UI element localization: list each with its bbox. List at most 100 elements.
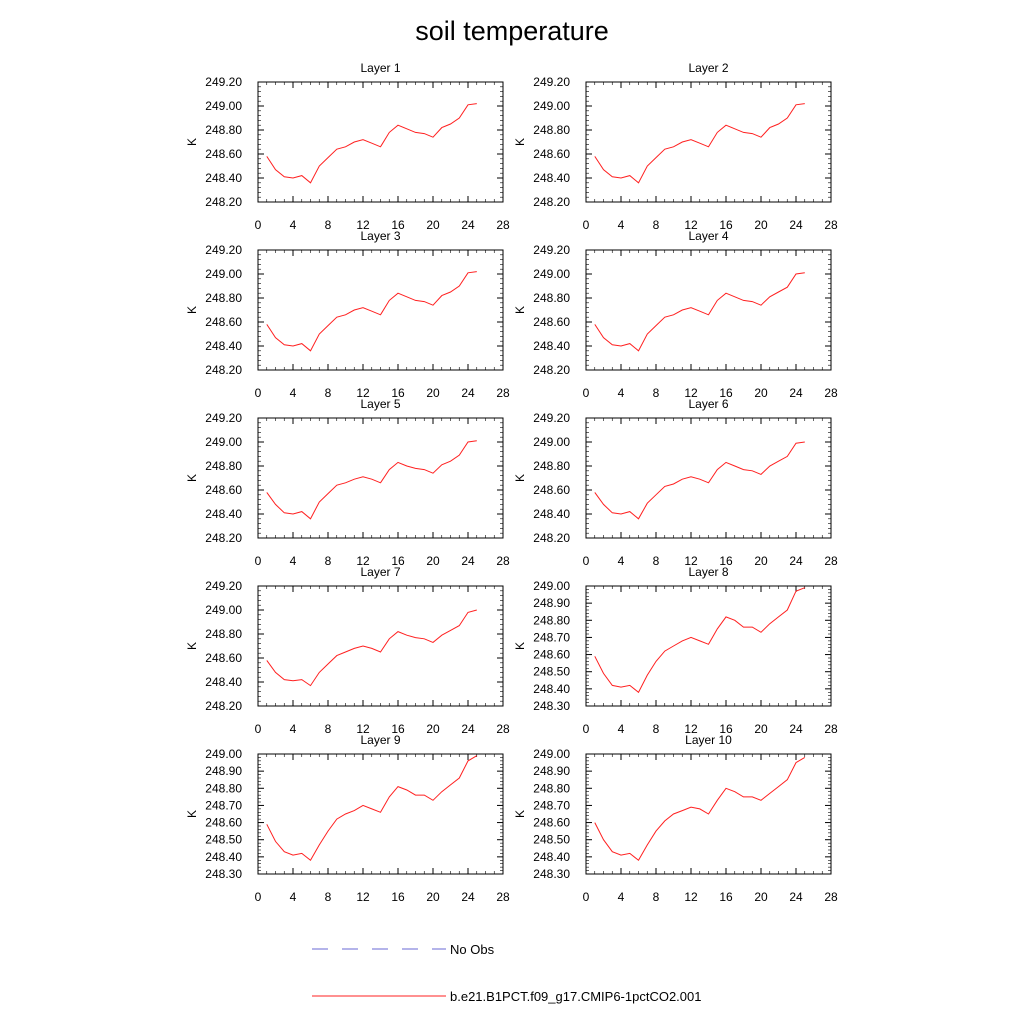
y-tick-label: 248.40: [205, 171, 242, 185]
panel-title: Layer 6: [688, 397, 728, 411]
y-tick-label: 248.60: [205, 483, 242, 497]
y-tick-label: 248.80: [533, 123, 570, 137]
panels-grid: Layer 10 4 8 12 16 20 24 28 248.20 248.40 248.60 24…: [185, 61, 838, 904]
x-tick-label: 16: [391, 218, 405, 232]
y-tick-label: 248.60: [205, 816, 242, 830]
x-tick-label: 28: [496, 890, 510, 904]
panel-frame: [257, 753, 504, 875]
x-tick-label: 4: [618, 554, 625, 568]
series-line: [594, 441, 805, 520]
y-axis-label: K: [185, 810, 199, 818]
x-tick-label: 0: [583, 722, 590, 736]
x-tick-label: 8: [325, 218, 332, 232]
y-tick-label: 249.00: [205, 747, 242, 761]
y-tick-label: 248.60: [533, 648, 570, 662]
panel-frame: [585, 417, 832, 539]
legend: No Obs b.e21.B1PCT.f09_g17.CMIP6-1pctCO2.…: [312, 942, 701, 1004]
x-tick-label: 24: [789, 722, 803, 736]
chart-title: soil temperature: [415, 16, 609, 46]
series-line: [266, 609, 477, 687]
y-tick-label: 249.00: [205, 99, 242, 113]
x-tick-label: 4: [290, 890, 297, 904]
y-tick-label: 248.70: [205, 798, 242, 812]
x-tick-label: 16: [391, 722, 405, 736]
x-tick-label: 8: [325, 890, 332, 904]
series-line: [594, 103, 805, 184]
panel-8: Layer 8 0 4 8 12 16 20 24 28 248.30 248.40 248.50 24…: [513, 565, 838, 736]
y-axis-label: K: [513, 306, 527, 314]
panel-frame: [585, 81, 832, 203]
y-tick-label: 249.20: [533, 411, 570, 425]
x-tick-label: 28: [824, 554, 838, 568]
panel-title: Layer 10: [685, 733, 732, 747]
y-tick-label: 248.60: [533, 147, 570, 161]
x-tick-label: 4: [618, 386, 625, 400]
series-line: [594, 272, 805, 352]
y-tick-label: 249.00: [533, 435, 570, 449]
x-tick-label: 0: [583, 218, 590, 232]
x-tick-label: 16: [391, 386, 405, 400]
y-tick-label: 249.20: [205, 579, 242, 593]
y-tick-label: 248.20: [533, 531, 570, 545]
x-tick-label: 12: [356, 386, 370, 400]
y-tick-label: 248.20: [205, 195, 242, 209]
panel-title: Layer 2: [688, 61, 728, 75]
x-tick-label: 20: [426, 386, 440, 400]
panel-frame: [585, 585, 832, 707]
x-tick-label: 0: [255, 890, 262, 904]
x-tick-label: 28: [496, 218, 510, 232]
panel-7: Layer 7 0 4 8 12 16 20 24 28 248.20 248.40 248.60 24…: [185, 565, 510, 736]
y-tick-label: 249.20: [533, 75, 570, 89]
y-tick-label: 248.20: [205, 363, 242, 377]
y-tick-label: 248.20: [205, 699, 242, 713]
x-tick-label: 0: [255, 722, 262, 736]
y-tick-label: 248.80: [533, 613, 570, 627]
y-tick-label: 248.60: [533, 315, 570, 329]
y-axis-label: K: [513, 642, 527, 650]
y-axis-label: K: [513, 474, 527, 482]
x-tick-label: 8: [325, 554, 332, 568]
y-tick-label: 249.00: [205, 267, 242, 281]
panel-6: Layer 6 0 4 8 12 16 20 24 28 248.20 248.40 248.60 24…: [513, 397, 838, 568]
y-tick-label: 248.80: [533, 291, 570, 305]
y-tick-label: 248.80: [205, 123, 242, 137]
y-axis-label: K: [185, 474, 199, 482]
x-tick-label: 20: [426, 722, 440, 736]
panel-title: Layer 8: [688, 565, 728, 579]
y-tick-label: 249.00: [533, 267, 570, 281]
x-tick-label: 28: [496, 722, 510, 736]
panel-title: Layer 5: [360, 397, 400, 411]
x-tick-label: 0: [583, 554, 590, 568]
x-tick-label: 20: [754, 722, 768, 736]
legend-label: No Obs: [450, 942, 495, 957]
panel-1: Layer 1 0 4 8 12 16 20 24 28 248.20 248.40 248.60 24…: [185, 61, 510, 232]
x-tick-label: 8: [653, 554, 660, 568]
x-tick-label: 4: [290, 218, 297, 232]
y-tick-label: 249.00: [533, 579, 570, 593]
y-tick-label: 248.30: [533, 867, 570, 881]
x-tick-label: 8: [325, 722, 332, 736]
y-tick-label: 249.20: [533, 243, 570, 257]
y-tick-label: 248.60: [533, 816, 570, 830]
x-tick-label: 4: [290, 554, 297, 568]
x-tick-label: 0: [583, 890, 590, 904]
x-tick-label: 20: [754, 890, 768, 904]
y-tick-label: 248.80: [205, 459, 242, 473]
y-tick-label: 248.60: [205, 651, 242, 665]
y-tick-label: 248.80: [205, 627, 242, 641]
y-tick-label: 249.00: [533, 99, 570, 113]
x-tick-label: 4: [618, 890, 625, 904]
x-tick-label: 16: [719, 386, 733, 400]
panel-frame: [257, 81, 504, 203]
panel-title: Layer 3: [360, 229, 400, 243]
panel-5: Layer 5 0 4 8 12 16 20 24 28 248.20 248.40 248.60 24…: [185, 397, 510, 568]
panel-title: Layer 4: [688, 229, 728, 243]
y-tick-label: 248.60: [205, 147, 242, 161]
x-tick-label: 8: [653, 890, 660, 904]
x-tick-label: 16: [391, 554, 405, 568]
x-tick-label: 28: [496, 554, 510, 568]
panel-title: Layer 9: [360, 733, 400, 747]
y-tick-label: 248.80: [205, 781, 242, 795]
y-axis-label: K: [513, 810, 527, 818]
